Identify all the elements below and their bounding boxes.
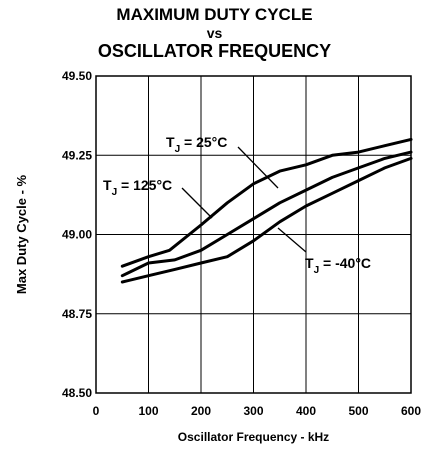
- x-axis-label: Oscillator Frequency - kHz: [178, 430, 329, 444]
- x-tick-label: 100: [138, 404, 158, 418]
- annotation-label-1: TJ = 125°C: [103, 177, 172, 198]
- y-tick-label: 49.00: [62, 228, 92, 242]
- y-tick-label: 48.50: [62, 386, 92, 400]
- annotations: TJ = 25°C TJ = 125°C TJ = -40°C: [103, 134, 371, 276]
- x-tick-label: 400: [296, 404, 316, 418]
- annotation-leaders: [181, 146, 307, 253]
- y-tick-label: 49.25: [62, 148, 92, 162]
- grid-lines: [96, 76, 411, 393]
- x-tick-label: 600: [401, 404, 421, 418]
- y-tick-labels: 48.50 48.75 49.00 49.25 49.50: [62, 69, 92, 400]
- x-tick-labels: 0 100 200 300 400 500 600: [93, 404, 422, 418]
- chart-title-line-1: MAXIMUM DUTY CYCLE: [116, 5, 313, 24]
- x-tick-label: 500: [348, 404, 368, 418]
- annotation-label-2: TJ = -40°C: [305, 255, 371, 276]
- y-tick-label: 48.75: [62, 307, 92, 321]
- series-lines: [120, 137, 413, 284]
- chart-title-line-3: OSCILLATOR FREQUENCY: [97, 41, 332, 61]
- annotation-leader-1: [181, 187, 213, 219]
- series-line-2: [120, 156, 413, 284]
- x-tick-label: 0: [93, 404, 100, 418]
- plot-frame: [95, 75, 412, 394]
- annotation-label-0: TJ = 25°C: [166, 134, 227, 155]
- annotation-leader-0: [237, 146, 279, 189]
- y-tick-label: 49.50: [62, 69, 92, 83]
- x-tick-label: 200: [191, 404, 211, 418]
- y-axis-label: Max Duty Cycle - %: [14, 174, 29, 294]
- annotation-leader-2: [277, 227, 307, 253]
- series-line-0: [120, 137, 413, 268]
- series-line-1: [120, 150, 413, 278]
- chart-title-line-2: vs: [206, 25, 223, 41]
- x-tick-label: 300: [243, 404, 263, 418]
